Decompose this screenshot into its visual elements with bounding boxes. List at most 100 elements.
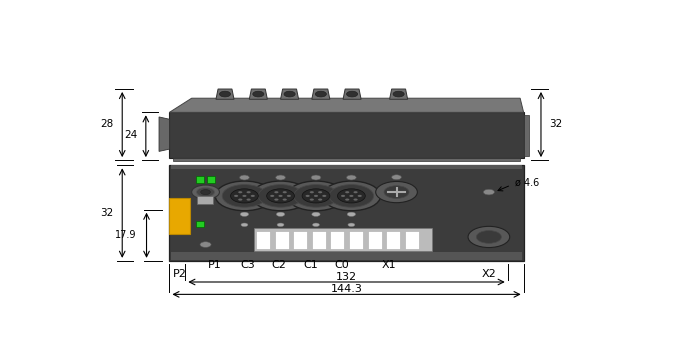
- Text: X2: X2: [482, 269, 496, 279]
- Text: X1: X1: [382, 260, 396, 270]
- Circle shape: [322, 181, 381, 211]
- Circle shape: [311, 175, 321, 180]
- Bar: [196, 176, 204, 182]
- Circle shape: [246, 199, 251, 201]
- Polygon shape: [249, 89, 267, 99]
- Circle shape: [337, 189, 365, 203]
- Circle shape: [341, 195, 345, 197]
- Text: C2: C2: [272, 260, 286, 270]
- Circle shape: [287, 195, 291, 197]
- Circle shape: [200, 242, 211, 247]
- Circle shape: [329, 185, 374, 207]
- Circle shape: [240, 212, 248, 216]
- Circle shape: [314, 195, 318, 197]
- Circle shape: [251, 181, 309, 211]
- Bar: [169, 165, 524, 261]
- Bar: [405, 231, 419, 248]
- Circle shape: [345, 191, 349, 193]
- Text: 132: 132: [336, 272, 357, 282]
- Circle shape: [318, 199, 322, 201]
- Circle shape: [267, 189, 295, 203]
- Bar: [274, 231, 288, 248]
- Circle shape: [392, 175, 401, 180]
- Circle shape: [287, 181, 345, 211]
- Text: P1: P1: [208, 260, 221, 270]
- Circle shape: [309, 191, 314, 193]
- Circle shape: [312, 212, 320, 216]
- Circle shape: [346, 91, 358, 97]
- Circle shape: [348, 223, 355, 227]
- Circle shape: [241, 223, 248, 227]
- Bar: [524, 115, 529, 156]
- Bar: [349, 231, 363, 248]
- Circle shape: [201, 190, 211, 195]
- Circle shape: [279, 195, 283, 197]
- Circle shape: [309, 199, 314, 201]
- Circle shape: [258, 185, 303, 207]
- Bar: [207, 176, 216, 182]
- Circle shape: [318, 191, 322, 193]
- Bar: [197, 196, 213, 204]
- Text: C0: C0: [335, 260, 349, 270]
- Circle shape: [197, 187, 215, 197]
- Text: ø 4.6: ø 4.6: [514, 177, 539, 187]
- Circle shape: [354, 199, 358, 201]
- Bar: [173, 158, 520, 161]
- Bar: [254, 228, 431, 251]
- Text: C3: C3: [241, 260, 256, 270]
- Bar: [293, 231, 307, 248]
- Bar: [330, 231, 344, 248]
- Circle shape: [246, 191, 251, 193]
- Polygon shape: [216, 89, 234, 99]
- Circle shape: [283, 199, 287, 201]
- Circle shape: [216, 181, 274, 211]
- Bar: [386, 231, 400, 248]
- Circle shape: [294, 185, 338, 207]
- Bar: [171, 252, 522, 260]
- Polygon shape: [281, 89, 299, 99]
- Circle shape: [274, 191, 279, 193]
- Bar: [169, 112, 524, 158]
- Circle shape: [270, 195, 274, 197]
- Circle shape: [276, 212, 285, 216]
- Circle shape: [483, 189, 494, 195]
- Circle shape: [274, 199, 279, 201]
- Text: 32: 32: [550, 119, 563, 129]
- Circle shape: [238, 199, 242, 201]
- Circle shape: [345, 199, 349, 201]
- Text: 28: 28: [100, 119, 113, 129]
- Bar: [256, 231, 270, 248]
- Circle shape: [251, 195, 255, 197]
- Text: P2: P2: [173, 269, 187, 279]
- Polygon shape: [312, 89, 330, 99]
- Circle shape: [346, 175, 356, 180]
- Circle shape: [468, 226, 510, 248]
- Text: C1: C1: [303, 260, 318, 270]
- Bar: [171, 165, 522, 169]
- Text: 17.9: 17.9: [115, 230, 136, 240]
- Circle shape: [230, 189, 258, 203]
- Bar: [368, 231, 382, 248]
- Circle shape: [277, 223, 284, 227]
- Circle shape: [253, 91, 264, 97]
- Circle shape: [276, 175, 286, 180]
- Polygon shape: [390, 89, 407, 99]
- Circle shape: [477, 230, 501, 243]
- Circle shape: [347, 212, 356, 216]
- Text: 24: 24: [124, 130, 137, 140]
- Circle shape: [222, 185, 267, 207]
- Circle shape: [315, 91, 326, 97]
- Bar: [312, 231, 326, 248]
- Circle shape: [219, 91, 230, 97]
- Polygon shape: [159, 117, 169, 151]
- Circle shape: [354, 191, 358, 193]
- Circle shape: [393, 91, 404, 97]
- Polygon shape: [169, 98, 524, 112]
- Circle shape: [192, 185, 219, 199]
- Circle shape: [239, 175, 249, 180]
- Circle shape: [242, 195, 246, 197]
- Text: 32: 32: [100, 208, 113, 218]
- Circle shape: [312, 223, 319, 227]
- Text: 144.3: 144.3: [330, 284, 363, 294]
- Circle shape: [376, 182, 417, 203]
